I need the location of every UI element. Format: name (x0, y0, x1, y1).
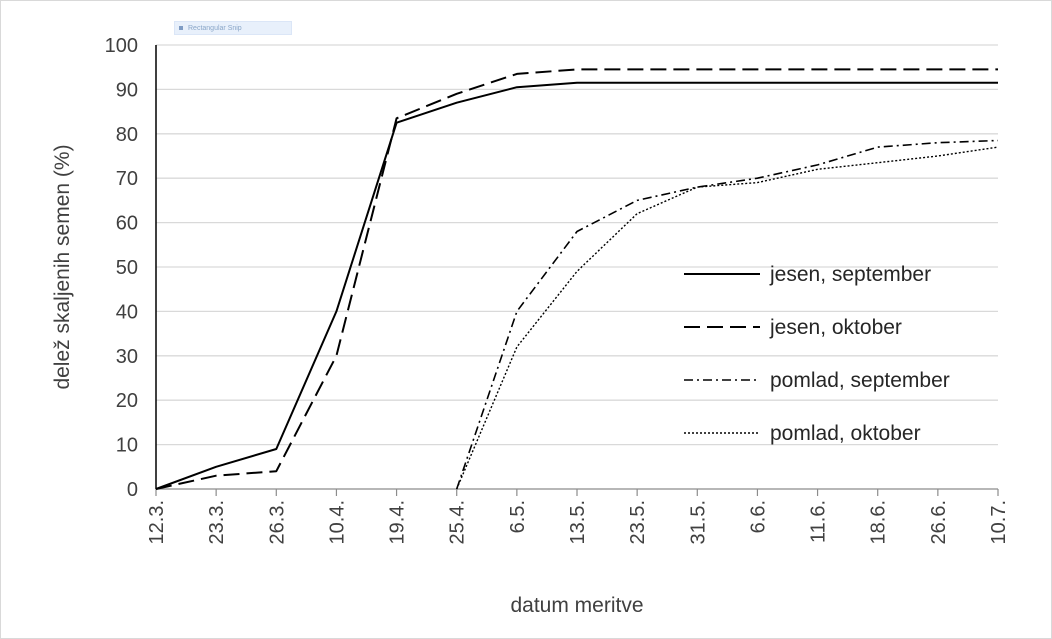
y-axis-title: delež skaljenih semen (%) (51, 144, 74, 389)
y-tick-label: 40 (116, 301, 138, 323)
x-tick-label: 31.5. (687, 500, 709, 544)
y-tick-label: 0 (127, 479, 138, 501)
x-tick-label: 25.4. (447, 500, 469, 544)
x-tick-label: 23.5. (627, 500, 649, 544)
legend-label: pomlad, oktober (770, 422, 921, 445)
legend-label: pomlad, september (770, 369, 950, 392)
x-axis-ticks: 12.3. 23.3. 26.3. 10.4. 19.4. 25.4. 6.5. 13.5. 2… (146, 489, 1010, 544)
x-axis-title: datum meritve (510, 594, 643, 617)
y-tick-label: 100 (105, 35, 138, 57)
legend-label: jesen, oktober (769, 316, 902, 339)
x-tick-label: 19.4. (387, 500, 409, 544)
x-tick-label: 23.3. (206, 500, 228, 544)
y-tick-label: 10 (116, 435, 138, 457)
x-tick-label: 10.4. (326, 500, 348, 544)
y-axis-ticks: 0 10 20 30 40 50 60 70 80 90 100 (105, 35, 138, 501)
x-tick-label: 12.3. (146, 500, 168, 544)
x-tick-label: 13.5. (567, 500, 589, 544)
y-tick-label: 90 (116, 79, 138, 101)
x-tick-label: 11.6. (808, 500, 830, 543)
legend: jesen, september jesen, oktober pomlad, se… (684, 263, 950, 445)
y-tick-label: 30 (116, 346, 138, 368)
x-tick-label: 26.6. (928, 500, 950, 544)
x-tick-label: 26.3. (266, 500, 288, 544)
x-tick-label: 6.5. (507, 500, 529, 533)
y-tick-label: 70 (116, 168, 138, 190)
y-tick-label: 80 (116, 124, 138, 146)
y-tick-label: 50 (116, 257, 138, 279)
y-tick-label: 60 (116, 213, 138, 235)
y-tick-label: 20 (116, 390, 138, 412)
x-tick-label: 18.6. (868, 500, 890, 544)
x-tick-label: 6.6. (747, 500, 769, 533)
legend-label: jesen, september (769, 263, 931, 286)
x-tick-label: 10.7. (988, 500, 1010, 544)
